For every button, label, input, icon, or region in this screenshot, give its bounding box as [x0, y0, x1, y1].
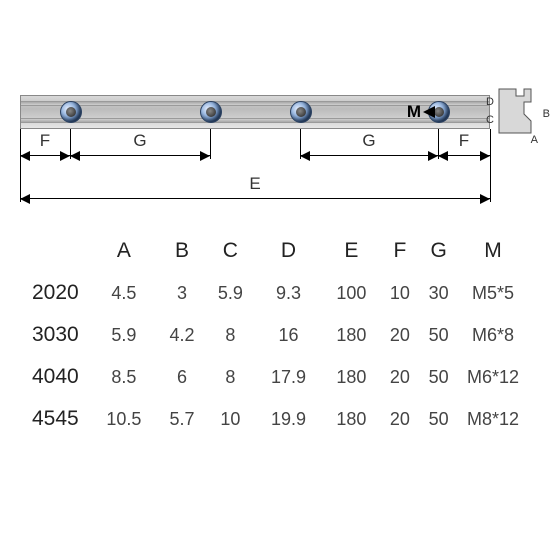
rail-hole [200, 101, 222, 123]
cell: M5*5 [458, 272, 528, 314]
col-header: F [380, 230, 419, 272]
row-name: 4040 [28, 356, 90, 398]
table-row: 30305.94.28161802050M6*8 [28, 314, 528, 356]
dim-e: E [20, 198, 490, 199]
col-header: G [419, 230, 458, 272]
table-row: 454510.55.71019.91802050M8*12 [28, 398, 528, 440]
dim-ext-line [20, 129, 21, 202]
cell: 50 [419, 356, 458, 398]
col-header: E [322, 230, 380, 272]
col-header: B [158, 230, 206, 272]
rail-hole [60, 101, 82, 123]
dim-label: G [362, 131, 375, 151]
col-header: D [255, 230, 323, 272]
cell: 8 [206, 356, 254, 398]
profile-label-c: C [486, 114, 494, 126]
dim-ext-line [210, 129, 211, 159]
m-label: M [407, 102, 421, 122]
dim-f: F [438, 155, 490, 156]
cell: M8*12 [458, 398, 528, 440]
cell: 180 [322, 356, 380, 398]
dim-g: G [70, 155, 210, 156]
cell: 9.3 [255, 272, 323, 314]
profile-label-d: D [486, 96, 494, 108]
dim-label: F [40, 131, 50, 151]
cell: 3 [158, 272, 206, 314]
dim-g: G [300, 155, 438, 156]
cell: 180 [322, 314, 380, 356]
dim-label: G [133, 131, 146, 151]
cell: 5.9 [206, 272, 254, 314]
cell: 10 [206, 398, 254, 440]
table-row: 40408.56817.91802050M6*12 [28, 356, 528, 398]
m-arrow-icon [423, 106, 435, 118]
cell: 6 [158, 356, 206, 398]
cell: 180 [322, 398, 380, 440]
cell: 30 [419, 272, 458, 314]
dim-ext-line [438, 129, 439, 159]
profile-label-a: A [531, 134, 538, 146]
cell: 10 [380, 272, 419, 314]
col-header: M [458, 230, 528, 272]
cell: 4.2 [158, 314, 206, 356]
cell: 50 [419, 314, 458, 356]
dim-ext-line [70, 129, 71, 159]
cell: 5.9 [90, 314, 158, 356]
cell: 5.7 [158, 398, 206, 440]
cell: M6*12 [458, 356, 528, 398]
row-name: 4545 [28, 398, 90, 440]
row-name: 2020 [28, 272, 90, 314]
dim-f: F [20, 155, 70, 156]
col-header: A [90, 230, 158, 272]
cell: 4.5 [90, 272, 158, 314]
col-header: C [206, 230, 254, 272]
cell: 8.5 [90, 356, 158, 398]
cell: 17.9 [255, 356, 323, 398]
spec-table: ABCDEFGM 20204.535.99.31001030M5*530305.… [28, 230, 528, 440]
dim-label: E [249, 174, 260, 194]
dim-ext-line [490, 129, 491, 202]
cell: 20 [380, 356, 419, 398]
cell: 16 [255, 314, 323, 356]
row-name: 3030 [28, 314, 90, 356]
profile-cross-section: D C B A [498, 88, 540, 134]
table-row: 20204.535.99.31001030M5*5 [28, 272, 528, 314]
dim-ext-line [300, 129, 301, 159]
cell: 19.9 [255, 398, 323, 440]
cell: 50 [419, 398, 458, 440]
dim-label: F [459, 131, 469, 151]
cell: M6*8 [458, 314, 528, 356]
cell: 10.5 [90, 398, 158, 440]
cell: 20 [380, 398, 419, 440]
cell: 20 [380, 314, 419, 356]
rail-hole [290, 101, 312, 123]
profile-label-b: B [543, 108, 550, 120]
rail-bar: M [20, 95, 490, 129]
cell: 8 [206, 314, 254, 356]
cell: 100 [322, 272, 380, 314]
